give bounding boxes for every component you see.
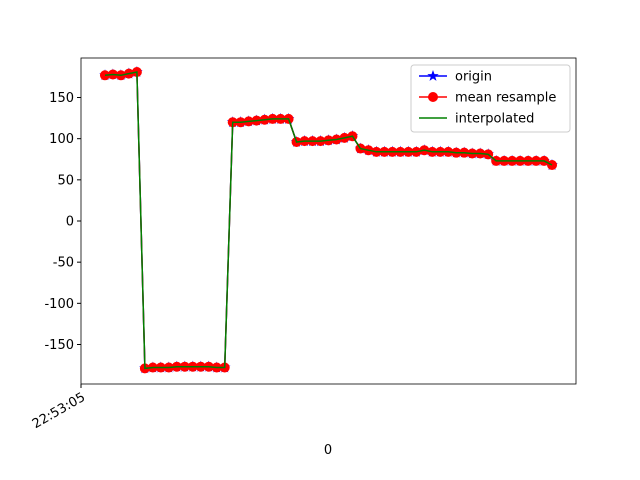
marker — [427, 70, 439, 81]
legend-label: origin — [455, 70, 492, 85]
x-axis-label: 0 — [324, 443, 332, 458]
y-tick-label: -50 — [53, 256, 74, 271]
plot — [99, 65, 558, 374]
plot-frame — [80, 57, 577, 385]
y-tick-label: 150 — [49, 91, 74, 106]
y-tick-label: -150 — [44, 338, 74, 353]
y-tick-label: 100 — [49, 132, 74, 147]
y-tick-label: 50 — [57, 173, 74, 188]
marker — [428, 92, 438, 102]
marker — [547, 160, 558, 171]
legend-label: interpolated — [455, 112, 534, 127]
series-line — [104, 71, 553, 370]
legend-label: mean resample — [455, 91, 556, 106]
y-tick-label: 0 — [66, 215, 74, 230]
legend: origin mean resample interpolated — [410, 64, 571, 133]
legend-box — [410, 64, 571, 133]
y-tick-label: -100 — [44, 297, 74, 312]
